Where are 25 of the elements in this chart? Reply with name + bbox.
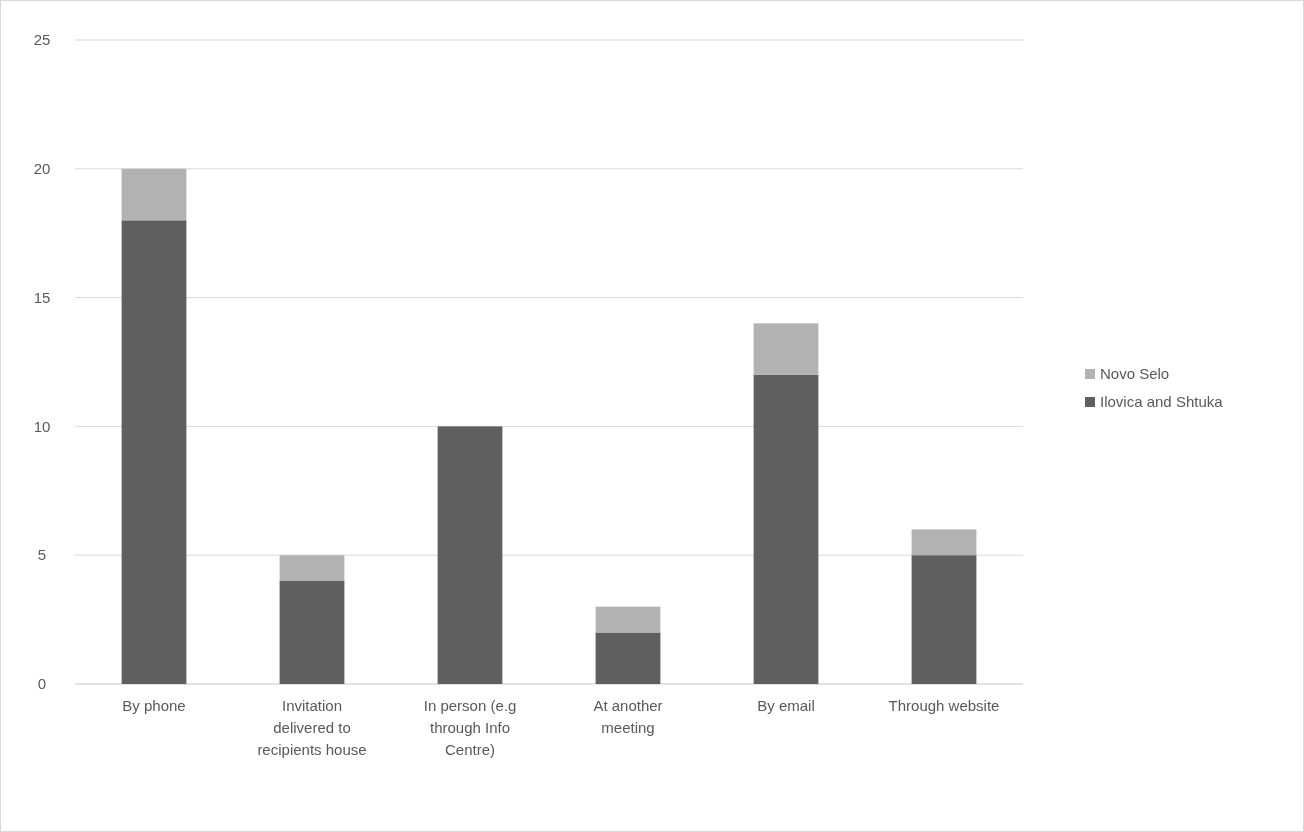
bar	[753, 323, 819, 375]
y-tick-label: 10	[33, 417, 51, 435]
bar	[911, 529, 977, 556]
y-tick-label: 0	[37, 675, 47, 693]
bar	[753, 374, 819, 684]
x-tick-label: Through website	[888, 697, 1000, 714]
bar	[595, 632, 661, 684]
x-tick-label: At another meeting	[593, 697, 663, 736]
legend-label: Novo Selo	[1100, 365, 1170, 383]
y-tick-label: 25	[33, 31, 51, 49]
x-tick-label: By email	[757, 697, 815, 714]
bar	[279, 555, 345, 581]
bar	[121, 168, 187, 221]
bar	[911, 555, 977, 684]
y-tick-label: 15	[33, 288, 51, 306]
bar	[121, 220, 187, 684]
bar	[279, 580, 345, 684]
bar	[595, 606, 661, 633]
legend-label: Ilovica and Shtuka	[1100, 393, 1224, 411]
bar	[437, 426, 503, 684]
y-tick-label: 20	[33, 160, 51, 178]
x-tick-label: Invitation delivered to recipients house	[257, 697, 367, 758]
y-tick-label: 5	[37, 546, 47, 564]
x-tick-label: In person (e.g through Info Centre)	[423, 697, 517, 758]
x-tick-label: By phone	[122, 697, 186, 714]
